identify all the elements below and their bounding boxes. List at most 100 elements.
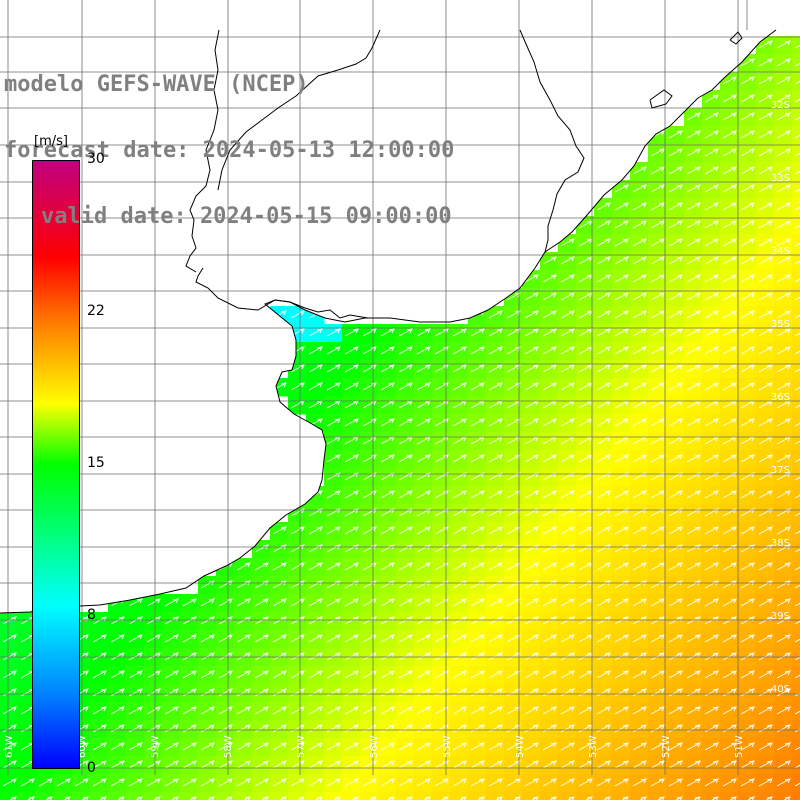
wind-cell: [540, 396, 559, 415]
wind-arrow: [398, 544, 413, 553]
wind-cell: [306, 666, 325, 685]
wind-arrow: [794, 98, 800, 103]
wind-arrowhead: [766, 562, 773, 568]
wind-arrow: [686, 346, 701, 355]
wind-cell: [288, 612, 307, 631]
wind-arrow: [686, 148, 701, 157]
wind-cell: [558, 540, 577, 559]
wind-cell: [378, 756, 397, 775]
wind-cell: [558, 774, 577, 793]
wind-arrow: [146, 670, 161, 679]
wind-arrowhead: [622, 346, 629, 352]
wind-arrow: [218, 760, 233, 769]
wind-arrow: [668, 382, 683, 391]
wind-arrow: [794, 584, 800, 589]
wind-arrowhead: [694, 328, 701, 334]
wind-arrowhead: [712, 526, 719, 532]
wind-arrow: [308, 760, 323, 769]
wind-cell: [396, 792, 415, 800]
wind-arrowhead: [712, 418, 719, 424]
wind-cell: [180, 792, 199, 800]
wind-arrow: [488, 436, 503, 445]
wind-cell: [450, 396, 469, 415]
wind-cell: [396, 432, 415, 451]
wind-arrowhead: [424, 454, 431, 460]
wind-arrowhead: [640, 490, 647, 496]
wind-arrow: [326, 364, 341, 373]
wind-arrow: [290, 310, 305, 319]
wind-cell: [774, 234, 793, 253]
wind-cell: [612, 522, 631, 541]
wind-arrow: [2, 778, 17, 787]
wind-arrow: [740, 778, 755, 787]
wind-arrow: [614, 184, 629, 193]
wind-arrowhead: [766, 346, 773, 352]
wind-cell: [720, 594, 739, 613]
wind-arrow: [452, 526, 467, 535]
wind-cell: [522, 666, 541, 685]
wind-cell: [522, 504, 541, 523]
wind-arrow: [110, 670, 125, 679]
wind-cell: [666, 756, 685, 775]
wind-cell: [414, 630, 433, 649]
wind-arrowhead: [208, 778, 215, 784]
wind-arrow: [704, 670, 719, 679]
wind-arrowhead: [676, 418, 683, 424]
wind-arrowhead: [532, 382, 539, 388]
wind-arrowhead: [208, 598, 215, 604]
wind-arrow: [740, 382, 755, 391]
wind-cell: [684, 630, 703, 649]
wind-arrowhead: [640, 220, 647, 226]
wind-arrowhead: [460, 418, 467, 424]
wind-arrowhead: [730, 148, 737, 154]
wind-arrowhead: [118, 670, 125, 676]
wind-cell: [486, 306, 505, 325]
wind-cell: [558, 468, 577, 487]
wind-arrow: [344, 346, 359, 355]
wind-arrowhead: [478, 562, 485, 568]
wind-arrowhead: [622, 256, 629, 262]
wind-arrowhead: [532, 634, 539, 640]
wind-arrowhead: [10, 760, 17, 766]
wind-cell: [90, 702, 109, 721]
wind-cell: [648, 468, 667, 487]
wind-cell: [0, 792, 19, 800]
wind-cell: [792, 396, 800, 415]
wind-arrowhead: [100, 778, 107, 784]
wind-arrow: [686, 184, 701, 193]
wind-arrow: [722, 238, 737, 247]
wind-arrow: [686, 112, 701, 121]
wind-arrowhead: [442, 778, 449, 784]
wind-arrowhead: [748, 76, 755, 82]
wind-cell: [594, 576, 613, 595]
wind-cell: [576, 738, 595, 757]
wind-cell: [702, 684, 721, 703]
wind-arrow: [686, 670, 701, 679]
wind-cell: [468, 522, 487, 541]
wind-arrow: [578, 436, 593, 445]
wind-cell: [360, 792, 379, 800]
wind-cell: [360, 666, 379, 685]
wind-cell: [216, 630, 235, 649]
river-plate-coast: [195, 267, 369, 319]
wind-cell: [540, 720, 559, 739]
wind-arrow: [758, 220, 773, 229]
wind-arrow: [380, 454, 395, 463]
wind-arrow: [488, 742, 503, 751]
wind-cell: [234, 558, 253, 577]
wind-cell: [648, 792, 667, 800]
wind-arrowhead: [766, 652, 773, 658]
wind-cell: [558, 702, 577, 721]
wind-arrowhead: [352, 652, 359, 658]
wind-arrowhead: [784, 328, 791, 334]
wind-arrow: [668, 238, 683, 247]
wind-cell: [792, 198, 800, 217]
wind-arrowhead: [10, 652, 17, 658]
wind-cell: [612, 630, 631, 649]
wind-cell: [738, 612, 757, 631]
wind-arrowhead: [766, 220, 773, 226]
wind-arrow: [758, 760, 773, 769]
wind-arrowhead: [460, 454, 467, 460]
wind-arrow: [747, 796, 755, 800]
wind-cell: [630, 288, 649, 307]
